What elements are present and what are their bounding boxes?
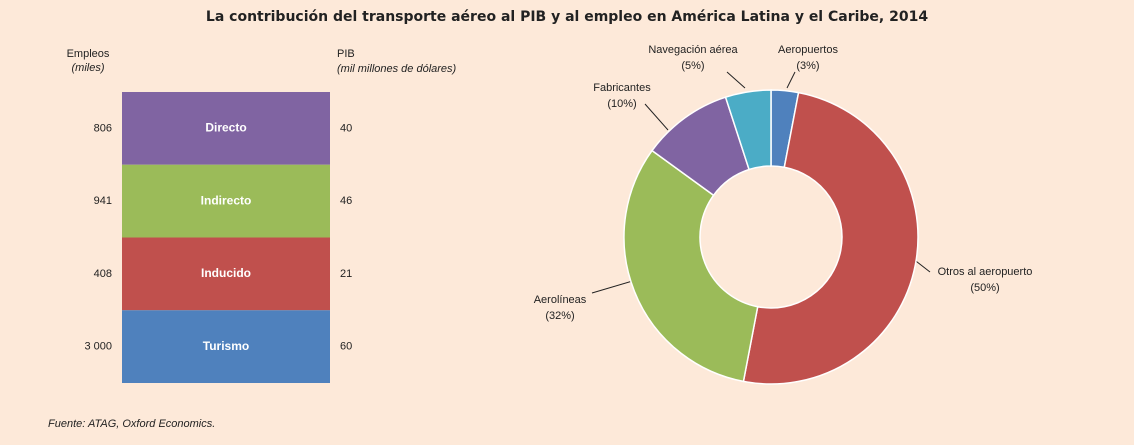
- slice-value-label: (10%): [607, 98, 636, 110]
- left-axis-label: Empleos: [67, 48, 110, 60]
- slice-name: Fabricantes: [593, 82, 651, 94]
- left-value-label: 806: [94, 122, 112, 134]
- right-axis-label: PIB: [337, 48, 355, 60]
- slice-name: Otros al aeropuerto: [938, 266, 1033, 278]
- block-segment: [122, 237, 330, 311]
- left-value-label: 3 000: [84, 341, 112, 353]
- block-segment: [122, 164, 330, 238]
- slice-name: Navegación aérea: [648, 44, 738, 56]
- left-value-label: 941: [94, 195, 112, 207]
- leader-line: [644, 103, 669, 131]
- slice-name: Aerolíneas: [534, 294, 587, 306]
- segment-label: Directo: [205, 121, 246, 135]
- slice-value-label: (5%): [681, 60, 704, 72]
- left-value-label: 408: [94, 268, 112, 280]
- segment-label: Turismo: [203, 339, 249, 353]
- right-axis-unit: (mil millones de dólares): [337, 63, 457, 75]
- donut-slice: [742, 91, 919, 385]
- leader-line: [591, 279, 637, 294]
- right-value-label: 40: [340, 122, 352, 134]
- donut-slice: [724, 89, 772, 171]
- donut-slice: [623, 149, 759, 383]
- chart-title: La contribución del transporte aéreo al …: [206, 9, 928, 25]
- slice-value-label: (32%): [545, 310, 574, 322]
- leader-line: [726, 71, 746, 89]
- right-value-label: 21: [340, 268, 352, 280]
- source: Fuente: ATAG, Oxford Economics.: [48, 418, 215, 430]
- right-value-label: 60: [340, 341, 352, 353]
- left-axis-unit: (miles): [72, 62, 105, 74]
- slice-name: Aeropuertos: [778, 44, 838, 56]
- leader-line: [786, 71, 796, 89]
- block-segment: [122, 92, 330, 165]
- right-value-label: 46: [340, 195, 352, 207]
- segment-label: Inducido: [201, 266, 251, 280]
- segment-label: Indirecto: [201, 193, 252, 207]
- slice-value-label: (50%): [970, 282, 999, 294]
- slice-value-label: (3%): [796, 60, 819, 72]
- block-segment: [122, 310, 330, 383]
